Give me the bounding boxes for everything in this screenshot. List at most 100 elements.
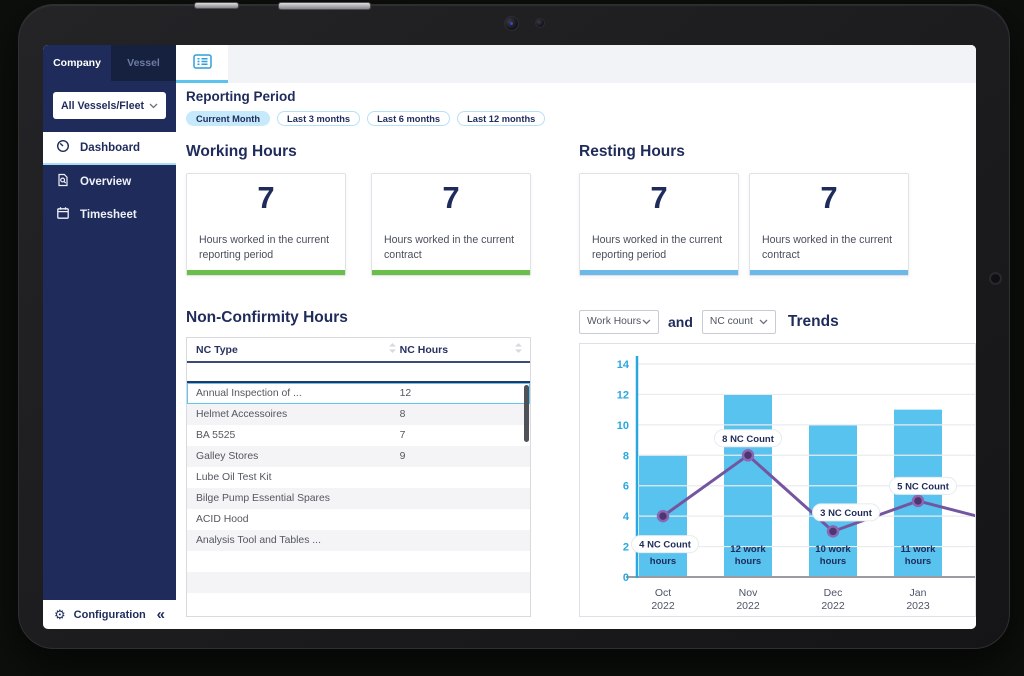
sidebar-item-timesheet[interactable]: Timesheet — [43, 198, 176, 231]
active-module-tab[interactable] — [176, 45, 228, 83]
chip-last-12-months[interactable]: Last 12 months — [457, 111, 546, 126]
table-row-empty — [187, 593, 530, 614]
table-row-0[interactable]: Annual Inspection of ... 12 — [187, 383, 530, 404]
cell-nc-hours: 9 — [399, 451, 406, 462]
svg-text:14: 14 — [617, 359, 630, 371]
list-form-icon — [192, 54, 212, 74]
metric-label: Hours worked in the current contract — [762, 234, 893, 261]
chevron-down-icon — [149, 100, 158, 112]
svg-text:10: 10 — [617, 420, 629, 432]
nc-hours-title: Non-Confirmity Hours — [186, 309, 348, 326]
svg-text:Nov: Nov — [739, 587, 758, 599]
column-header-nc-type[interactable]: NC Type — [187, 343, 400, 356]
svg-text:2022: 2022 — [651, 600, 675, 612]
line-marker-3 — [911, 494, 925, 508]
table-row-6[interactable]: ACID Hood — [187, 509, 530, 530]
trends-controls: Work Hours and NC count Trends — [579, 309, 839, 334]
cell-nc-type: Lube Oil Test Kit — [196, 472, 272, 483]
working-hours-cards: 7 Hours worked in the current reporting p… — [186, 173, 531, 276]
resting-hours-card-1: 7 Hours worked in the current contract — [749, 173, 909, 276]
svg-text:Oct: Oct — [655, 587, 671, 599]
sidebar-tab-company[interactable]: Company — [53, 57, 101, 69]
cell-nc-type: Analysis Tool and Tables ... — [196, 535, 321, 546]
table-row-1[interactable]: Helmet Accessoires 8 — [187, 404, 530, 425]
tablet-frame: Company Vessel All Vessels/Fleet Dashboa… — [18, 2, 1010, 649]
chip-current-month[interactable]: Current Month — [186, 111, 271, 126]
and-label: and — [668, 313, 693, 330]
table-row-empty — [187, 551, 530, 572]
cell-nc-hours: 7 — [399, 430, 406, 441]
svg-text:0: 0 — [623, 572, 629, 584]
cell-nc-type: Helmet Accessoires — [196, 409, 288, 420]
working-hours-title: Working Hours — [186, 143, 297, 160]
metric1-select[interactable]: Work Hours — [579, 309, 659, 334]
sort-icon — [388, 343, 396, 356]
line-marker-1 — [741, 449, 755, 462]
configuration-label[interactable]: Configuration — [73, 608, 146, 621]
screen: Company Vessel All Vessels/Fleet Dashboa… — [43, 45, 976, 629]
gear-icon: ⚙ — [54, 607, 66, 622]
reporting-period-title: Reporting Period — [186, 89, 296, 104]
chip-last-6-months[interactable]: Last 6 months — [367, 111, 451, 126]
front-camera-icon — [504, 16, 519, 31]
sort-icon — [515, 343, 522, 356]
table-scrollbar-thumb[interactable] — [524, 385, 529, 442]
main-area: Reporting Period Current Month Last 3 mon… — [176, 45, 976, 629]
table-row-5[interactable]: Bilge Pump Essential Spares — [187, 488, 530, 509]
resting-hours-title: Resting Hours — [579, 143, 685, 160]
svg-text:Dec: Dec — [824, 587, 843, 599]
svg-text:8: 8 — [623, 450, 629, 462]
metric2-select[interactable]: NC count — [701, 309, 776, 334]
cell-nc-type: ACID Hood — [196, 514, 249, 525]
cell-nc-type: BA 5525 — [196, 430, 236, 441]
metric1-value: Work Hours — [587, 316, 642, 327]
sidebar-item-dashboard[interactable]: Dashboard — [43, 132, 176, 165]
card-accent-bar — [372, 270, 530, 275]
svg-text:2022: 2022 — [736, 600, 760, 612]
line-marker-2 — [826, 525, 840, 538]
metric-label: Hours worked in the current contract — [384, 234, 515, 261]
chevron-down-icon — [642, 319, 651, 324]
chip-last-3-months[interactable]: Last 3 months — [277, 111, 361, 126]
table-row-4[interactable]: Lube Oil Test Kit — [187, 467, 530, 488]
trends-title: Trends — [787, 312, 839, 330]
sidebar-footer: ⚙ Configuration « — [43, 600, 176, 629]
cell-nc-type: Galley Stores — [196, 451, 259, 462]
gauge-icon — [56, 139, 70, 156]
cell-nc-type: Annual Inspection of ... — [196, 388, 302, 399]
table-row-empty — [187, 572, 530, 593]
column-label: NC Type — [196, 343, 238, 356]
side-camera-icon — [989, 272, 1002, 285]
table-row-3[interactable]: Galley Stores 9 — [187, 446, 530, 467]
working-hours-card-1: 7 Hours worked in the current contract — [371, 173, 531, 276]
column-label: NC Hours — [399, 343, 449, 356]
sidebar-item-overview[interactable]: Overview — [43, 165, 176, 198]
resting-hours-cards: 7 Hours worked in the current reporting p… — [579, 173, 909, 276]
calendar-icon — [56, 206, 70, 223]
table-row-2[interactable]: BA 5525 7 — [187, 425, 530, 446]
table-filter-row — [187, 363, 530, 383]
fleet-select[interactable]: All Vessels/Fleet — [53, 92, 166, 119]
metric-value: 7 — [257, 180, 275, 215]
line-marker-0 — [656, 509, 670, 523]
sidebar: Company Vessel All Vessels/Fleet Dashboa… — [43, 45, 176, 629]
sidebar-item-label: Dashboard — [80, 141, 141, 154]
table-row-7[interactable]: Analysis Tool and Tables ... — [187, 530, 530, 551]
table-header: NC Type NC Hours — [187, 338, 530, 363]
svg-text:2: 2 — [623, 542, 629, 554]
cell-nc-hours: 12 — [399, 388, 412, 399]
bar-2 — [809, 424, 857, 577]
svg-text:8 NC Count: 8 NC Count — [722, 434, 775, 445]
metric-label: Hours worked in the current reporting pe… — [592, 234, 723, 261]
sidebar-tab-vessel[interactable]: Vessel — [111, 45, 176, 81]
table-body: Annual Inspection of ... 12 Helmet Accesso… — [187, 383, 530, 614]
column-header-nc-hours[interactable]: NC Hours — [400, 343, 530, 356]
metric-value: 7 — [820, 180, 838, 215]
collapse-sidebar-button[interactable]: « — [156, 606, 165, 623]
metric2-value: NC count — [709, 316, 753, 327]
